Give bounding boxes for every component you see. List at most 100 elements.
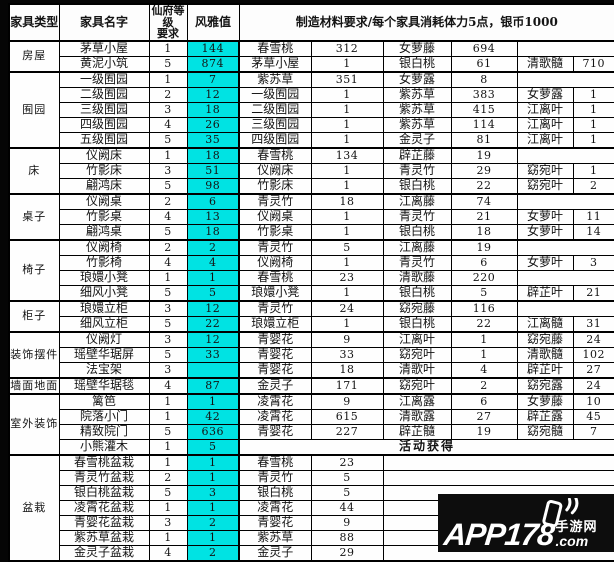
table-row: 翩鸿桌 5 18 竹影桌 1 银白桃 18 女萝叶 14 — [9, 223, 614, 241]
material-name-cell: 青灵竹 — [238, 238, 312, 256]
furniture-name-cell: 小熊灌木 — [58, 438, 150, 456]
furniture-crafting-table: 家具类型 家具名字 仙府等级 要求 风雅值 制造材料要求/每个家具消耗体力5点，… — [8, 3, 614, 562]
elegance-value-cell: 636 — [186, 423, 240, 440]
level-requirement-cell: 3 — [148, 514, 188, 531]
material-qty-cell: 227 — [310, 423, 384, 440]
material-qty-cell: 1 — [310, 101, 384, 118]
material-name-cell: 仪阙床 — [238, 162, 312, 179]
level-requirement-cell: 5 — [148, 315, 188, 333]
table-row: 四级囿园 4 26 三级囿园 1 紫苏草 114 江离叶 1 — [9, 116, 614, 133]
furniture-name-cell: 一级囿园 — [58, 70, 150, 88]
material-qty-cell: 22 — [450, 177, 518, 195]
material-name-cell: 银白桃 — [382, 177, 452, 195]
material-name-cell: 女萝叶 — [516, 208, 574, 225]
category-cell: 盆栽 — [8, 453, 60, 562]
material-qty-cell: 24 — [572, 330, 614, 348]
category-cell: 室外装饰 — [8, 392, 60, 456]
watermark-site-name: 手游网 — [555, 519, 598, 534]
table-row: 房屋 茅草小屋 1 144 春雪桃 312 女萝藤 694 — [8, 39, 614, 73]
material-qty-cell: 1 — [310, 131, 384, 149]
material-name-cell: 茅草小屋 — [238, 55, 312, 73]
material-name-cell: 窈宛藤 — [516, 330, 574, 348]
elegance-value-cell: 2 — [186, 238, 240, 256]
material-qty-cell: 21 — [572, 284, 614, 302]
furniture-name-cell: 仪阙床 — [58, 146, 150, 164]
material-name-cell: 清歌露 — [382, 408, 452, 425]
table-row: 青灵竹盆栽 2 1 青灵竹 5 — [9, 469, 614, 486]
material-qty-cell: 171 — [310, 376, 384, 395]
furniture-name-cell: 金灵子盆栽 — [58, 544, 150, 562]
furniture-name-cell: 凌霄花盆栽 — [58, 499, 150, 516]
furniture-name-cell: 瑶壁华琚屏 — [58, 346, 150, 363]
furniture-name-cell: 细风立柜 — [58, 315, 150, 333]
elegance-value-cell: 1 — [186, 453, 240, 471]
material-name-cell: 辟芷叶 — [516, 284, 574, 302]
elegance-value-cell: 98 — [186, 177, 240, 195]
material-qty-cell: 710 — [572, 55, 614, 73]
level-requirement-cell: 1 — [148, 499, 188, 516]
material-name-cell: 紫苏草 — [238, 70, 312, 88]
category-cell: 装饰摆件 — [8, 330, 60, 379]
material-name-cell: 青婴花 — [238, 330, 312, 348]
elegance-value-cell: 13 — [186, 208, 240, 225]
material-name-cell: 辟芷叶 — [516, 361, 574, 379]
material-name-cell: 女萝藤 — [382, 39, 452, 57]
furniture-name-cell: 竹影床 — [58, 162, 150, 179]
material-name-cell: 江离藤 — [382, 192, 452, 210]
material-name-cell: 青灵竹 — [382, 208, 452, 225]
material-name-cell: 窈宛叶 — [382, 346, 452, 363]
table-row: 装饰摆件 仪阙灯 3 12 青婴花 9 江离叶 1 窈宛藤 24 — [8, 330, 614, 379]
material-qty-cell: 8 — [450, 70, 518, 88]
elegance-value-cell: 42 — [186, 408, 240, 425]
furniture-name-cell: 翩鸿桌 — [58, 223, 150, 241]
furniture-name-cell: 精致院门 — [58, 423, 150, 440]
material-name-cell: 紫苏草 — [382, 86, 452, 103]
material-qty-cell: 1 — [572, 101, 614, 118]
category-cell: 囿园 — [8, 70, 60, 149]
material-qty-cell: 7 — [572, 423, 614, 440]
material-qty-cell: 9 — [310, 514, 384, 531]
material-qty-cell: 1 — [572, 131, 614, 149]
watermark-text-row: APP178 手游网 .com — [442, 517, 598, 552]
material-qty-cell: 5 — [310, 469, 384, 486]
material-qty-cell: 1 — [450, 330, 518, 348]
material-name-cell: 凌霄花 — [238, 392, 312, 410]
material-qty-cell: 22 — [450, 315, 518, 333]
material-name-cell: 紫苏草 — [382, 116, 452, 133]
table-row: 三级囿园 3 18 二级囿园 1 紫苏草 415 江离叶 1 — [9, 101, 614, 118]
furniture-name-cell: 黄泥小筑 — [58, 55, 150, 73]
material-qty-cell: 1 — [310, 162, 384, 179]
material-name-cell: 清歌髓 — [516, 55, 574, 73]
elegance-value-cell: 1 — [186, 499, 240, 516]
level-requirement-cell: 3 — [148, 361, 188, 379]
material-name-cell: 江离藤 — [382, 238, 452, 256]
table-row: 床仪阙床 1 18 春雪桃 134 辟芷藤 19 — [8, 146, 614, 195]
level-requirement-cell: 5 — [148, 423, 188, 440]
material-name-cell: 辟芷露 — [516, 408, 574, 425]
furniture-name-cell: 青婴花盆栽 — [58, 514, 150, 531]
material-qty-cell: 24 — [310, 299, 384, 317]
material-name-cell: 窈宛叶 — [382, 376, 452, 395]
table-row: 细风小凳 5 5 琅嬛小凳 1 银白桃 5 辟芷叶 21 — [9, 284, 614, 302]
level-requirement-cell: 1 — [148, 392, 188, 410]
table-row: 黄泥小筑 5 874 茅草小屋 1 银白桃 61 清歌髓 710 — [9, 55, 614, 73]
furniture-name-cell: 细风小凳 — [58, 284, 150, 302]
material-qty-cell: 114 — [450, 116, 518, 133]
empty-material-cell — [382, 469, 614, 486]
elegance-value-cell: 1 — [186, 469, 240, 486]
level-requirement-cell: 3 — [148, 330, 188, 348]
material-qty-cell: 44 — [310, 499, 384, 516]
table-row: 桌子 仪阙桌 2 6 青灵竹 18 江离藤 74 — [8, 192, 614, 241]
header-materials: 制造材料要求/每个家具消耗体力5点，银币1000 — [238, 3, 614, 42]
material-name-cell: 金灵子 — [238, 544, 312, 562]
material-qty-cell: 3 — [572, 254, 614, 271]
level-requirement-cell: 4 — [148, 544, 188, 562]
material-qty-cell: 102 — [572, 346, 614, 363]
material-qty-cell: 1 — [310, 55, 384, 73]
material-name-cell: 青婴花 — [238, 346, 312, 363]
material-name-cell: 辟芷藤 — [382, 146, 452, 164]
level-requirement-cell: 5 — [148, 131, 188, 149]
elegance-value-cell: 874 — [186, 55, 240, 73]
empty-material-cell — [516, 238, 614, 256]
material-qty-cell: 24 — [572, 376, 614, 395]
